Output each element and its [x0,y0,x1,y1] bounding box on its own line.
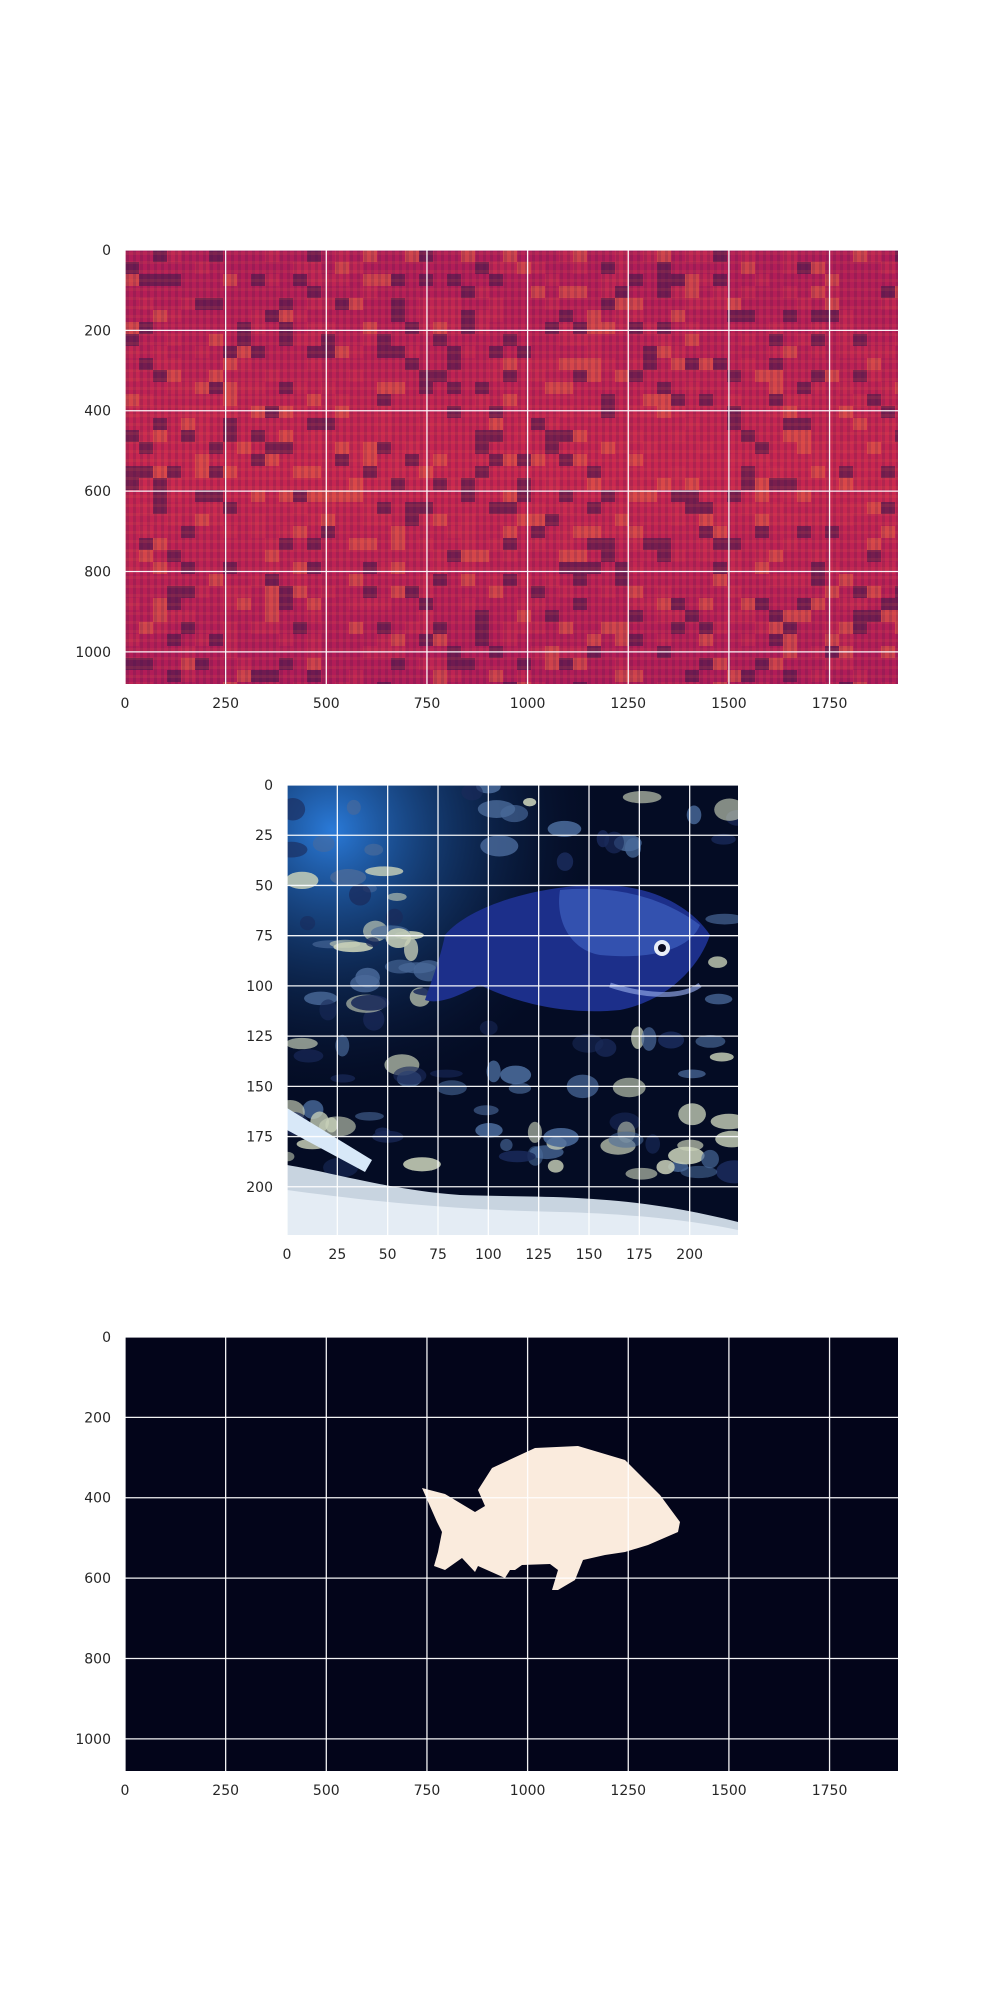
x-tick-label: 125 [525,1247,552,1263]
y-tick-label: 100 [246,979,273,995]
x-tick-label: 500 [313,696,340,712]
heatmap-panel: 0 250 500 750 1000 1250 1500 1750 0 200 400 600 800… [75,243,898,712]
mask-gridlines [124,1336,898,1771]
x-tick-label: 0 [121,696,130,712]
x-tick-label: 200 [676,1247,703,1263]
mask-panel: 0 250 500 750 1000 1250 1500 1750 0 200 400 600 800… [75,1330,898,1799]
y-tick-label: 0 [102,243,111,259]
x-tick-label: 25 [328,1247,346,1263]
heatmap-x-ticks: 0 250 500 750 1000 1250 1500 1750 [121,696,848,712]
x-tick-label: 1000 [510,696,546,712]
y-tick-label: 0 [102,1330,111,1346]
photo-y-ticks: 0 25 50 75 100 125 150 175 200 [246,778,273,1196]
y-tick-label: 125 [246,1029,273,1045]
x-tick-label: 1750 [812,696,848,712]
x-tick-label: 0 [283,1247,292,1263]
y-tick-label: 1000 [75,1732,111,1748]
photo-panel: 0 25 50 75 100 125 150 175 200 0 25 50 75 100 125 150 1… [246,778,738,1263]
x-tick-label: 250 [212,1783,239,1799]
y-tick-label: 200 [84,1410,111,1426]
photo-gridlines [286,784,738,1235]
x-tick-label: 175 [626,1247,653,1263]
reef-pebbles [287,785,738,1184]
x-tick-label: 100 [475,1247,502,1263]
y-tick-label: 1000 [75,645,111,661]
x-tick-label: 0 [121,1783,130,1799]
x-tick-label: 1500 [711,696,747,712]
y-tick-label: 800 [84,1651,111,1667]
x-tick-label: 150 [576,1247,603,1263]
fish-photo [287,785,738,1235]
heatmap-y-ticks: 0 200 400 600 800 1000 [75,243,111,661]
x-tick-label: 75 [429,1247,447,1263]
x-tick-label: 1000 [510,1783,546,1799]
y-tick-label: 600 [84,1571,111,1587]
rod [287,1108,372,1172]
fish-mask [422,1446,680,1590]
x-tick-label: 1250 [610,696,646,712]
y-tick-label: 50 [255,878,273,894]
y-tick-label: 800 [84,564,111,580]
x-tick-label: 500 [313,1783,340,1799]
x-tick-label: 1500 [711,1783,747,1799]
y-tick-label: 175 [246,1130,273,1146]
x-tick-label: 250 [212,696,239,712]
heatmap-gridlines [124,249,898,684]
y-tick-label: 75 [255,929,273,945]
y-tick-label: 400 [84,1491,111,1507]
y-tick-label: 0 [264,778,273,794]
x-tick-label: 750 [414,1783,441,1799]
mask-x-ticks: 0 250 500 750 1000 1250 1500 1750 [121,1783,848,1799]
photo-x-ticks: 0 25 50 75 100 125 150 175 200 [283,1247,704,1263]
x-tick-label: 750 [414,696,441,712]
x-tick-label: 1250 [610,1783,646,1799]
y-tick-label: 600 [84,484,111,500]
x-tick-label: 1750 [812,1783,848,1799]
y-tick-label: 200 [246,1180,273,1196]
mask-y-ticks: 0 200 400 600 800 1000 [75,1330,111,1748]
x-tick-label: 50 [379,1247,397,1263]
y-tick-label: 200 [84,323,111,339]
y-tick-label: 400 [84,404,111,420]
y-tick-label: 25 [255,828,273,844]
y-tick-label: 150 [246,1079,273,1095]
